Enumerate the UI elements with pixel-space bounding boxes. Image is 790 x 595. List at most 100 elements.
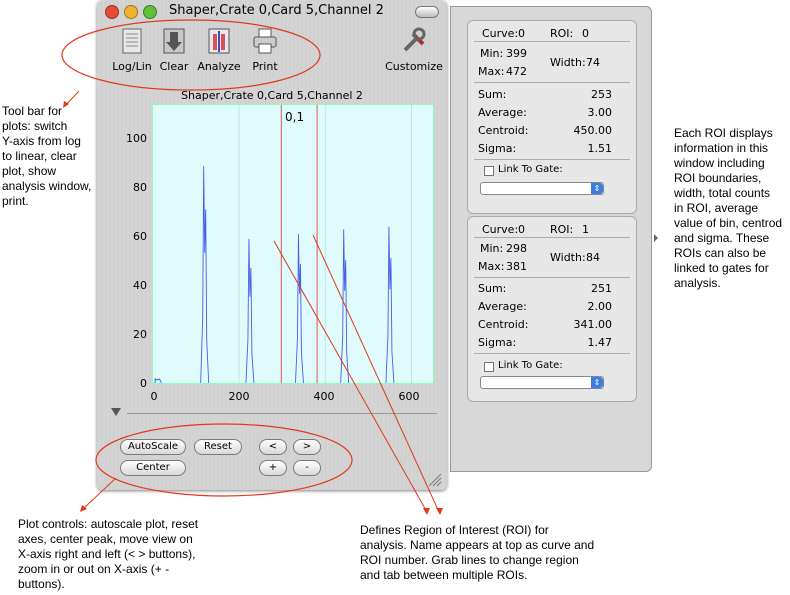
width-value: 74 — [586, 56, 600, 69]
link-to-gate-label: Link To Gate: — [498, 360, 563, 371]
move-right-button[interactable]: > — [293, 439, 321, 455]
width-label: Width: — [550, 56, 586, 69]
sigma-value: 1.51 — [587, 142, 613, 155]
roi-callout-line — [312, 234, 440, 513]
sum-value: 253 — [591, 88, 612, 101]
zoom-button[interactable] — [143, 5, 157, 19]
y-tick-label: 80 — [133, 181, 147, 194]
average-label: Average: — [478, 300, 527, 313]
y-tick-label: 0 — [140, 377, 147, 390]
log-lin-button[interactable]: Log/Lin — [107, 24, 157, 76]
analyze-button[interactable]: Analyze — [194, 24, 244, 76]
sigma-label: Sigma: — [478, 336, 517, 349]
clear-button[interactable]: Clear — [149, 24, 199, 76]
toolbar-callout-ellipse — [61, 19, 321, 91]
plot-title: Shaper,Crate 0,Card 5,Channel 2 — [181, 89, 363, 102]
zoom-in-button[interactable]: + — [259, 460, 287, 476]
gate-select[interactable]: ⇕ — [480, 182, 604, 195]
toolbar-toggle-button[interactable] — [415, 6, 439, 18]
roi-annotation: Each ROI displays information in this win… — [674, 126, 783, 290]
noise-trace — [154, 378, 163, 383]
plot-area[interactable] — [152, 104, 434, 384]
roi-value: 0 — [582, 27, 589, 40]
window-title: Shaper,Crate 0,Card 5,Channel 2 — [169, 3, 384, 18]
zoom-out-button[interactable]: - — [293, 460, 321, 476]
average-value: 3.00 — [587, 106, 613, 119]
sum-value: 251 — [591, 282, 612, 295]
log-lin-icon — [122, 28, 142, 54]
max-label: Max: — [478, 65, 505, 78]
min-label: Min: — [480, 47, 504, 60]
max-value: 381 — [506, 260, 527, 273]
y-tick-label: 20 — [133, 328, 147, 341]
link-to-gate-checkbox[interactable] — [484, 166, 494, 176]
select-arrow-icon: ⇕ — [591, 377, 603, 388]
controls-callout-ellipse — [95, 423, 353, 497]
average-value: 2.00 — [587, 300, 613, 313]
x-tick-label: 200 — [228, 390, 250, 403]
average-label: Average: — [478, 106, 527, 119]
curve-value: 0 — [518, 223, 525, 236]
link-to-gate-checkbox[interactable] — [484, 362, 494, 372]
move-left-button[interactable]: < — [259, 439, 287, 455]
min-label: Min: — [480, 242, 504, 255]
peak-trace — [295, 234, 304, 383]
link-to-gate-label: Link To Gate: — [498, 164, 563, 175]
minimize-button[interactable] — [124, 5, 138, 19]
roi-label: 0,1 — [285, 110, 305, 124]
centroid-value: 341.00 — [573, 318, 613, 331]
spectrum-plot — [154, 105, 412, 383]
sum-label: Sum: — [478, 88, 507, 101]
max-value: 472 — [506, 65, 527, 78]
select-arrow-icon: ⇕ — [591, 183, 603, 194]
sigma-value: 1.47 — [587, 336, 613, 349]
curve-label: Curve: — [482, 27, 519, 40]
log-lin-label: Log/Lin — [112, 60, 152, 73]
clear-label: Clear — [159, 60, 189, 73]
peak-trace — [340, 229, 350, 383]
center-button[interactable]: Center — [120, 460, 186, 476]
width-label: Width: — [550, 251, 586, 264]
min-value: 298 — [506, 242, 527, 255]
roi-value: 1 — [582, 223, 589, 236]
x-tick-label: 600 — [398, 390, 420, 403]
roi-callout-line — [273, 240, 428, 513]
max-label: Max: — [478, 260, 505, 273]
x-tick-label: 400 — [313, 390, 335, 403]
min-value: 399 — [506, 47, 527, 60]
y-tick-label: 60 — [133, 230, 147, 243]
centroid-value: 450.00 — [573, 124, 613, 137]
tools-icon — [403, 27, 426, 52]
controls-annotation: Plot controls: autoscale plot, reset axes… — [18, 517, 199, 591]
roi-panel: Curve: 0 ROI: 1 Min: 298 Max: 381 Width:… — [467, 216, 637, 402]
roi-panel: Curve: 0 ROI: 0 Min: 399 Max: 472 Width:… — [467, 20, 637, 214]
gate-select[interactable]: ⇕ — [480, 376, 604, 389]
disclosure-triangle-icon[interactable] — [111, 408, 121, 416]
close-button[interactable] — [105, 5, 119, 19]
title-bar[interactable]: Shaper,Crate 0,Card 5,Channel 2 — [97, 0, 447, 22]
peak-trace — [245, 239, 255, 383]
autoscale-button[interactable]: AutoScale — [120, 439, 186, 455]
peak-trace — [200, 165, 210, 383]
clear-icon — [163, 28, 185, 54]
toolbar-annotation: Tool bar for plots: switch Y-axis from lo… — [2, 104, 92, 208]
roi-label: ROI: — [550, 27, 574, 40]
customize-label: Customize — [385, 60, 443, 73]
x-tick-label: 0 — [150, 390, 158, 403]
reset-button[interactable]: Reset — [194, 439, 242, 455]
width-value: 84 — [586, 251, 600, 264]
analyze-label: Analyze — [197, 60, 241, 73]
resize-grip-icon[interactable] — [427, 473, 443, 487]
sigma-label: Sigma: — [478, 142, 517, 155]
centroid-label: Centroid: — [478, 124, 529, 137]
sum-label: Sum: — [478, 282, 507, 295]
roi-label: ROI: — [550, 223, 574, 236]
region-annotation: Defines Region of Interest (ROI) for anal… — [360, 523, 595, 582]
controls-callout-arrow — [83, 477, 117, 509]
centroid-label: Centroid: — [478, 318, 529, 331]
drawer-handle-icon[interactable] — [654, 234, 658, 242]
curve-value: 0 — [518, 27, 525, 40]
customize-button[interactable]: Customize — [383, 24, 445, 76]
print-button[interactable]: Print — [240, 24, 290, 76]
